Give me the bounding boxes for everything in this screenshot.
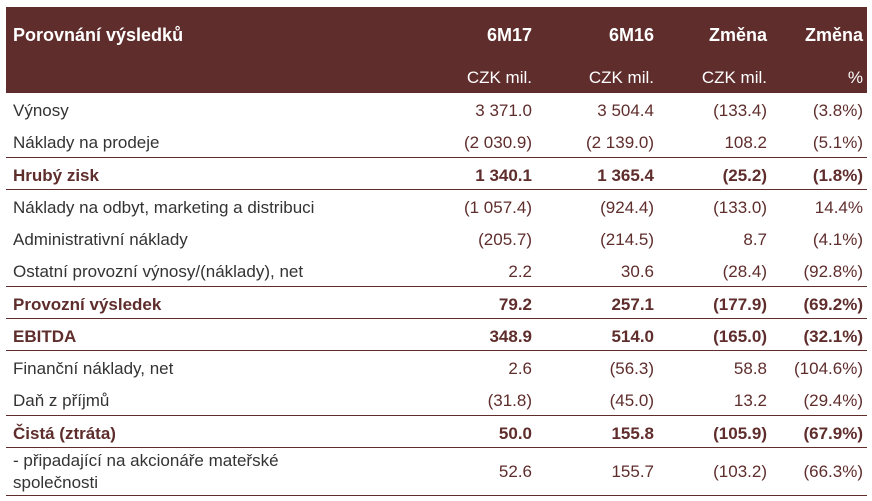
value-6m17: (205.7) xyxy=(478,230,532,249)
value-change-pct: (92.8%) xyxy=(803,262,863,281)
value-6m16: (2 139.0) xyxy=(585,133,654,152)
row-label: Finanční náklady, net xyxy=(13,359,174,378)
table-row: - připadající na akcionáře mateřské spol… xyxy=(6,448,867,496)
value-6m17: 348.9 xyxy=(489,327,532,346)
value-6m17: (2 030.9) xyxy=(463,133,532,152)
value-change: 108.2 xyxy=(724,133,767,152)
row-label: Provozní výsledek xyxy=(13,295,162,314)
value-6m17: 50.0 xyxy=(498,424,532,443)
value-change: 8.7 xyxy=(743,230,767,249)
value-6m17: 52.6 xyxy=(498,462,532,481)
value-6m16: (45.0) xyxy=(609,391,654,410)
value-6m16: 155.8 xyxy=(611,424,654,443)
unit-6m17: CZK mil. xyxy=(466,68,532,87)
row-label: Administrativní náklady xyxy=(13,230,188,249)
row-label: Hrubý zisk xyxy=(13,166,99,185)
value-6m16: (214.5) xyxy=(600,230,654,249)
value-6m17: 3 371.0 xyxy=(475,101,532,120)
row-label: Náklady na prodeje xyxy=(13,133,160,152)
col-header-change: Změna xyxy=(708,25,767,45)
value-6m17: 79.2 xyxy=(498,295,532,314)
table-row: Náklady na odbyt, marketing a distribuci… xyxy=(6,190,867,222)
row-label: Čistá (ztráta) xyxy=(13,424,116,443)
unit-6m16: CZK mil. xyxy=(588,68,654,87)
value-change: (177.9) xyxy=(713,295,767,314)
value-6m17: 1 340.1 xyxy=(475,166,532,185)
value-change: (105.9) xyxy=(713,424,767,443)
table-row: Výnosy 3 371.0 3 504.4 (133.4) (3.8%) xyxy=(6,93,867,125)
value-change: (165.0) xyxy=(713,327,767,346)
value-change-pct: (32.1%) xyxy=(803,327,863,346)
col-header-change-pct: Změna xyxy=(804,25,863,45)
row-label: Výnosy xyxy=(13,101,69,120)
table-title: Porovnání výsledků xyxy=(13,25,184,45)
table-row-total: Provozní výsledek 79.2 257.1 (177.9) (69… xyxy=(6,286,867,319)
row-label: Daň z příjmů xyxy=(13,391,110,410)
col-header-6m17: 6M17 xyxy=(486,25,532,45)
row-label: Ostatní provozní výnosy/(náklady), net xyxy=(13,262,304,281)
table-row: Ostatní provozní výnosy/(náklady), net 2… xyxy=(6,254,867,286)
row-label: - připadající na akcionáře mateřské spol… xyxy=(13,451,279,492)
table-header: Porovnání výsledků 6M17 6M16 Změna Změna… xyxy=(6,7,867,93)
value-change-pct: (4.1%) xyxy=(812,230,863,249)
value-change: (133.0) xyxy=(713,198,767,217)
value-change-pct: (69.2%) xyxy=(803,295,863,314)
value-6m16: 30.6 xyxy=(620,262,654,281)
table-row-total: Hrubý zisk 1 340.1 1 365.4 (25.2) (1.8%) xyxy=(6,157,867,190)
value-6m16: (56.3) xyxy=(609,359,654,378)
value-change-pct: (1.8%) xyxy=(812,166,863,185)
value-change-pct: 14.4% xyxy=(814,198,863,217)
value-6m16: 514.0 xyxy=(611,327,654,346)
value-6m16: 257.1 xyxy=(611,295,654,314)
table-row-total: EBITDA 348.9 514.0 (165.0) (32.1%) xyxy=(6,319,867,351)
value-change: (25.2) xyxy=(722,166,767,185)
value-change-pct: (66.3%) xyxy=(803,462,863,481)
table-bottom-border xyxy=(6,495,867,496)
value-6m17: (31.8) xyxy=(487,391,532,410)
table-row-total: Čistá (ztráta) 50.0 155.8 (105.9) (67.9%… xyxy=(6,415,867,448)
value-change: (103.2) xyxy=(713,462,767,481)
value-6m17: 2.2 xyxy=(508,262,532,281)
value-6m16: (924.4) xyxy=(600,198,654,217)
value-change: (133.4) xyxy=(713,101,767,120)
table-row: Náklady na prodeje (2 030.9) (2 139.0) 1… xyxy=(6,125,867,157)
table-row: Administrativní náklady (205.7) (214.5) … xyxy=(6,222,867,254)
row-label: EBITDA xyxy=(13,327,77,346)
value-change-pct: (5.1%) xyxy=(812,133,863,152)
unit-change-pct: % xyxy=(847,68,863,87)
col-header-6m16: 6M16 xyxy=(608,25,654,45)
value-6m17: 2.6 xyxy=(508,359,532,378)
value-change-pct: (29.4%) xyxy=(803,391,863,410)
value-change: (28.4) xyxy=(722,262,767,281)
value-6m16: 155.7 xyxy=(611,462,654,481)
value-6m17: (1 057.4) xyxy=(463,198,532,217)
value-change: 13.2 xyxy=(733,391,767,410)
value-6m16: 1 365.4 xyxy=(597,166,654,185)
value-change-pct: (67.9%) xyxy=(803,424,863,443)
table-row: Daň z příjmů (31.8) (45.0) 13.2 (29.4%) xyxy=(6,383,867,415)
value-6m16: 3 504.4 xyxy=(597,101,654,120)
value-change-pct: (104.6%) xyxy=(794,359,863,378)
value-change-pct: (3.8%) xyxy=(812,101,863,120)
row-label: Náklady na odbyt, marketing a distribuci xyxy=(13,198,315,217)
table-row: Finanční náklady, net 2.6 (56.3) 58.8 (1… xyxy=(6,351,867,383)
value-change: 58.8 xyxy=(733,359,767,378)
results-table: Porovnání výsledků 6M17 6M16 Změna Změna… xyxy=(6,7,867,496)
unit-change: CZK mil. xyxy=(701,68,767,87)
